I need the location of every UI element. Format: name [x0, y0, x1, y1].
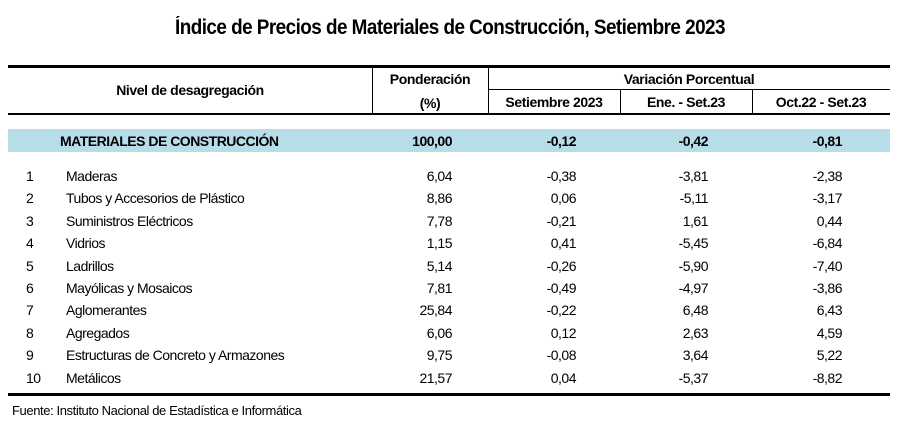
header-col3: Oct.22 - Set.23: [775, 94, 867, 110]
divider: [488, 68, 489, 114]
row-v1: 0,04: [550, 369, 577, 386]
row-number: 2: [26, 190, 34, 207]
row-v1: -0,22: [546, 302, 577, 319]
row-name: Tubos y Accesorios de Plástico: [66, 190, 245, 207]
row-name: Aglomerantes: [66, 302, 147, 319]
divider: [372, 68, 373, 114]
total-v2: -0,42: [678, 133, 709, 149]
row-v2: 1,61: [682, 212, 709, 229]
header-col1: Setiembre 2023: [505, 94, 603, 110]
source-note: Fuente: Instituto Nacional de Estadístic…: [12, 403, 302, 418]
row-v3: -2,38: [812, 168, 843, 184]
row-v3: -7,40: [812, 257, 843, 274]
row-v2: 2,63: [682, 324, 709, 341]
row-name: Agregados: [66, 324, 130, 341]
row-v3: -6,84: [812, 235, 843, 252]
header-bottom-rule: [8, 113, 890, 115]
row-ponderacion: 6,06: [426, 324, 453, 341]
row-ponderacion: 7,78: [426, 212, 453, 229]
row-name: Ladrillos: [66, 257, 114, 274]
row-v2: 6,48: [682, 302, 709, 319]
row-number: 8: [26, 324, 34, 341]
row-number: 1: [26, 168, 34, 184]
row-v2: -5,45: [678, 235, 709, 252]
row-name: Maderas: [66, 168, 117, 184]
row-number: 5: [26, 257, 34, 274]
row-v3: 6,43: [816, 302, 843, 319]
page-title: Índice de Precios de Materiales de Const…: [174, 16, 726, 39]
row-v3: -3,17: [812, 190, 843, 207]
row-name: Mayólicas y Mosaicos: [66, 280, 193, 296]
row-v1: 0,12: [550, 324, 577, 341]
row-number: 4: [26, 235, 34, 252]
row-ponderacion: 25,84: [419, 302, 452, 319]
row-name: Estructuras de Concreto y Armazones: [66, 347, 285, 364]
total-v1: -0,12: [546, 133, 577, 149]
row-number: 6: [26, 280, 34, 296]
row-v1: -0,26: [546, 257, 577, 274]
row-v1: -0,49: [546, 280, 577, 296]
divider: [620, 90, 621, 114]
total-row-highlight: [8, 129, 890, 152]
row-v2: -5,37: [678, 369, 709, 386]
row-ponderacion: 7,81: [426, 280, 453, 296]
row-name: Vidrios: [66, 235, 106, 252]
row-v1: -0,21: [546, 212, 577, 229]
row-v1: -0,38: [546, 168, 577, 184]
table-bottom-rule: [8, 393, 890, 396]
row-v2: -5,90: [678, 257, 709, 274]
total-name: MATERIALES DE CONSTRUCCIÓN: [60, 133, 279, 149]
header-col2: Ene. - Set.23: [646, 94, 726, 110]
row-number: 3: [26, 212, 34, 229]
row-v3: -8,82: [812, 369, 843, 386]
row-v1: -0,08: [546, 347, 577, 364]
divider: [488, 89, 890, 90]
row-name: Suministros Eléctricos: [66, 212, 193, 229]
row-v2: -5,11: [679, 190, 709, 207]
header-variacion: Variación Porcentual: [623, 71, 755, 87]
row-v3: -3,86: [812, 280, 843, 296]
total-ponderacion: 100,00: [412, 133, 452, 149]
row-ponderacion: 21,57: [419, 369, 452, 386]
row-ponderacion: 5,14: [426, 257, 453, 274]
row-number: 7: [26, 302, 34, 319]
row-v2: -3,81: [678, 168, 709, 184]
row-v2: -4,97: [678, 280, 709, 296]
row-v3: 4,59: [816, 324, 843, 341]
row-number: 9: [26, 347, 34, 364]
row-v1: 0,06: [550, 190, 577, 207]
table-top-rule: [8, 65, 890, 68]
row-ponderacion: 6,04: [426, 168, 453, 184]
header-ponderacion: Ponderación: [389, 71, 471, 87]
row-ponderacion: 9,75: [426, 347, 453, 364]
header-nivel: Nivel de desagregación: [116, 82, 264, 98]
divider: [752, 90, 753, 114]
row-v2: 3,64: [682, 347, 709, 364]
header-ponderacion-unit: (%): [419, 95, 441, 111]
row-ponderacion: 8,86: [426, 190, 453, 207]
row-v3: 0,44: [816, 212, 843, 229]
row-v1: 0,41: [550, 235, 577, 252]
total-v3: -0,81: [812, 133, 843, 149]
row-ponderacion: 1,15: [426, 235, 453, 252]
row-number: 10: [26, 369, 41, 386]
row-name: Metálicos: [66, 369, 121, 386]
row-v3: 5,22: [816, 347, 843, 364]
